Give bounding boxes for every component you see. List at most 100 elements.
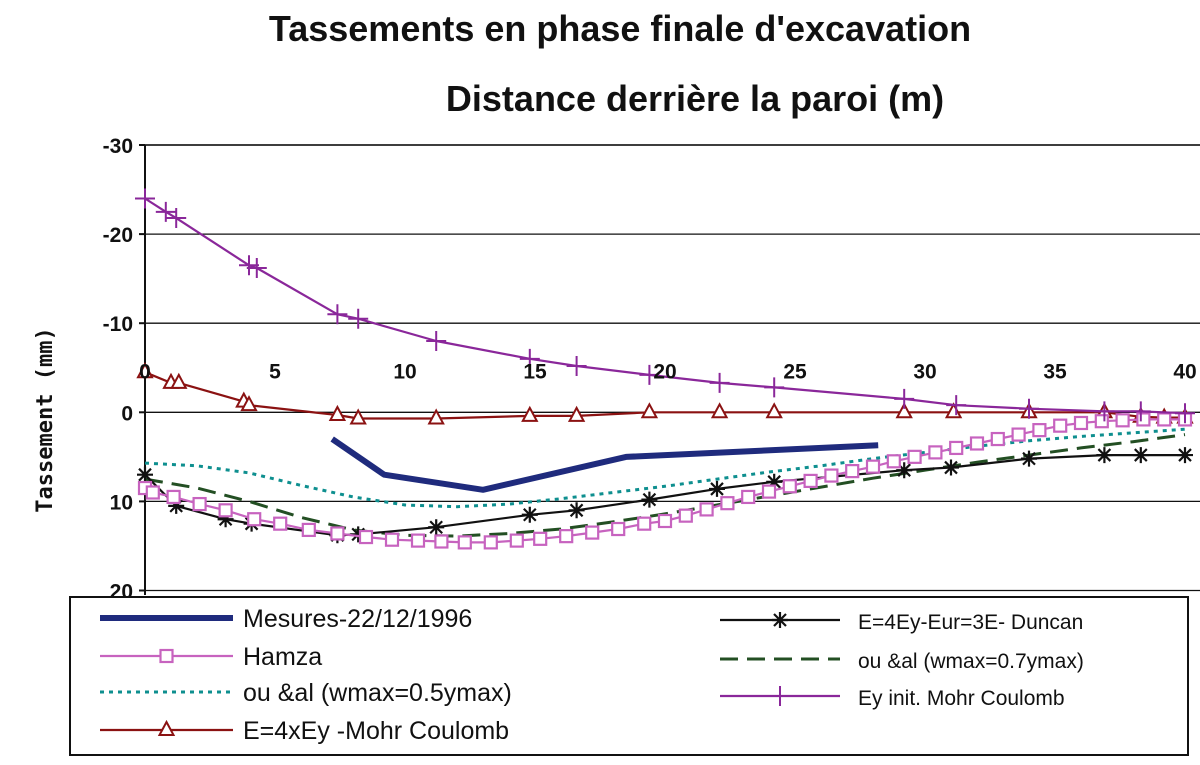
- series-0: [330, 436, 879, 493]
- data-point: [907, 449, 922, 464]
- data-point: [824, 468, 839, 483]
- legend-item: ou &al (wmax=0.7ymax): [720, 650, 1084, 673]
- legend-item: ou &al (wmax=0.5ymax): [100, 679, 512, 707]
- y-tick-label: 10: [110, 491, 133, 514]
- data-point: [886, 454, 901, 469]
- data-point: [699, 502, 714, 517]
- legend-label: Ey init. Mohr Coulomb: [858, 687, 1065, 710]
- data-point: [348, 308, 369, 329]
- data-point: [327, 304, 348, 325]
- data-point: [611, 521, 626, 537]
- x-tick-label: 15: [523, 360, 547, 383]
- data-point: [483, 535, 498, 550]
- data-point: [519, 348, 540, 369]
- data-point: [239, 255, 259, 276]
- data-point: [1094, 401, 1115, 422]
- data-point: [168, 497, 185, 514]
- legend-item: Mesures-22/12/1996: [100, 605, 472, 633]
- data-point: [559, 529, 574, 544]
- data-point: [1011, 427, 1026, 442]
- data-point: [761, 484, 777, 499]
- data-point: [136, 362, 154, 379]
- data-point: [330, 526, 345, 541]
- data-point: [1115, 413, 1130, 428]
- data-point: [709, 480, 725, 497]
- data-point: [410, 533, 426, 548]
- data-point: [772, 612, 788, 628]
- data-point: [145, 485, 160, 500]
- data-point: [1136, 412, 1151, 427]
- y-axis-label: Tassement (mm): [33, 327, 58, 512]
- x-tick-label: 10: [393, 360, 416, 383]
- data-point: [943, 459, 959, 476]
- data-point: [895, 402, 913, 419]
- data-point: [949, 440, 964, 456]
- legend-label: ou &al (wmax=0.7ymax): [858, 650, 1084, 673]
- data-point: [192, 496, 207, 512]
- data-point: [434, 534, 449, 549]
- data-point: [720, 496, 735, 511]
- x-axis-ticks: 0 5 10 15 20 25 30 35 40: [139, 360, 1197, 383]
- data-point: [157, 719, 176, 736]
- legend-item: E=4Ey-Eur=3E- Duncan: [720, 611, 1083, 634]
- data-point: [350, 526, 367, 543]
- y-tick-label: -30: [103, 135, 133, 158]
- data-point: [301, 522, 316, 538]
- data-point: [1175, 403, 1195, 424]
- data-point: [509, 533, 524, 548]
- x-tick-label: 30: [913, 360, 936, 383]
- data-point: [969, 436, 985, 451]
- data-point: [159, 648, 174, 664]
- data-point: [358, 529, 374, 545]
- series-line: [144, 427, 1186, 509]
- x-tick-label: 40: [1173, 360, 1196, 383]
- data-point: [766, 473, 783, 490]
- data-point: [1157, 412, 1172, 427]
- chart-subtitle: Distance derrière la paroi (m): [445, 78, 945, 119]
- data-point: [641, 491, 658, 508]
- data-point: [427, 408, 445, 425]
- data-point: [1096, 447, 1113, 464]
- legend-label: E=4xEy -Mohr Coulomb: [243, 717, 509, 745]
- legend-label: ou &al (wmax=0.5ymax): [243, 679, 512, 707]
- data-point: [770, 686, 790, 706]
- series-line: [144, 433, 1186, 538]
- data-point: [247, 512, 262, 527]
- data-point: [657, 513, 673, 529]
- x-tick-label: 5: [269, 360, 281, 383]
- data-point: [709, 372, 730, 393]
- data-point: [1094, 414, 1109, 429]
- x-tick-label: 35: [1043, 360, 1067, 383]
- legend-label: Hamza: [243, 643, 322, 671]
- data-point: [240, 395, 258, 412]
- data-point: [782, 479, 797, 494]
- legend-item: Hamza: [100, 643, 322, 671]
- data-point: [946, 395, 967, 416]
- chart-title: Tassements en phase finale d'excavation: [268, 8, 972, 49]
- data-point: [1032, 423, 1047, 438]
- y-tick-label: 0: [121, 402, 133, 425]
- data-point: [166, 489, 181, 505]
- data-point: [585, 525, 600, 540]
- data-point: [246, 257, 267, 278]
- data-point: [428, 519, 445, 536]
- x-tick-label: 25: [783, 360, 807, 383]
- data-point: [1130, 401, 1151, 422]
- legend-item: Ey init. Mohr Coulomb: [720, 686, 1065, 710]
- data-point: [567, 405, 586, 422]
- legend-label: Mesures-22/12/1996: [243, 605, 472, 633]
- data-point: [217, 511, 234, 528]
- data-point: [710, 402, 729, 419]
- data-point: [166, 208, 187, 229]
- data-point: [1053, 418, 1068, 433]
- x-tick-label: 0: [139, 360, 151, 383]
- data-point: [845, 464, 860, 479]
- legend-label: E=4Ey-Eur=3E- Duncan: [858, 611, 1083, 634]
- data-point: [1073, 415, 1089, 431]
- legend: Mesures-22/12/1996 Hamza ou &al (wmax=0.5y…: [69, 596, 1189, 756]
- data-point: [533, 531, 548, 546]
- data-point: [1132, 447, 1149, 464]
- data-point: [1177, 447, 1193, 464]
- data-point: [640, 402, 659, 419]
- data-point: [218, 503, 233, 518]
